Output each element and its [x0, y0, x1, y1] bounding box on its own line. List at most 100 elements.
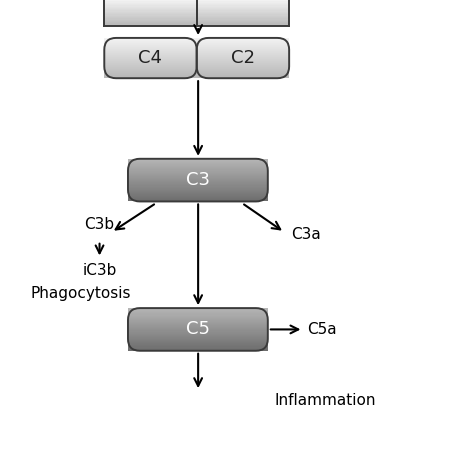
Bar [197, 68, 289, 69]
Bar [128, 334, 268, 335]
Bar [197, 73, 289, 74]
Bar [128, 175, 268, 176]
Bar [128, 333, 268, 334]
Bar [197, 45, 289, 46]
Bar [197, 12, 289, 13]
Bar [128, 193, 268, 194]
Bar [104, 40, 197, 41]
Bar [128, 328, 268, 329]
Bar [128, 179, 268, 180]
Bar [197, 22, 289, 24]
Bar [104, 53, 197, 54]
Bar [197, 54, 289, 55]
Bar [197, 53, 289, 54]
Bar [104, 19, 197, 21]
Bar [197, 10, 289, 12]
Bar [197, 69, 289, 70]
Bar [128, 332, 268, 333]
Bar [197, 0, 289, 1]
Bar [197, 70, 289, 71]
Text: C3b: C3b [84, 217, 115, 232]
Bar [128, 177, 268, 178]
Bar [128, 178, 268, 179]
Bar [128, 344, 268, 346]
Bar [128, 313, 268, 315]
Bar [104, 14, 197, 16]
Bar [197, 38, 289, 39]
Bar [128, 336, 268, 337]
Bar [104, 54, 197, 55]
Bar [104, 41, 197, 42]
Bar [128, 160, 268, 161]
Bar [128, 182, 268, 183]
Bar [128, 338, 268, 339]
Bar [104, 62, 197, 63]
Bar [104, 55, 197, 56]
Bar [197, 3, 289, 4]
Bar [128, 180, 268, 181]
Bar [128, 322, 268, 323]
Bar [104, 57, 197, 58]
Bar [128, 317, 268, 318]
Text: Phagocytosis: Phagocytosis [31, 286, 131, 301]
Text: iC3b: iC3b [82, 263, 117, 278]
Bar [128, 165, 268, 166]
Bar [197, 76, 289, 77]
Bar [128, 198, 268, 200]
Bar [104, 47, 197, 48]
Bar [104, 73, 197, 74]
Bar [197, 56, 289, 57]
Bar [104, 13, 197, 14]
Bar [104, 66, 197, 67]
Bar [197, 13, 289, 14]
Bar [128, 161, 268, 162]
Bar [128, 327, 268, 328]
Bar [104, 4, 197, 5]
Bar [197, 4, 289, 5]
Bar [197, 9, 289, 10]
Bar [104, 1, 197, 3]
Bar [128, 346, 268, 347]
Bar [197, 60, 289, 61]
Bar [197, 61, 289, 62]
Bar [104, 9, 197, 10]
Bar [104, 10, 197, 12]
Bar [128, 194, 268, 195]
Bar [197, 1, 289, 3]
Bar [128, 343, 268, 344]
Bar [128, 330, 268, 332]
Bar [104, 48, 197, 49]
Bar [128, 349, 268, 350]
Bar [128, 176, 268, 177]
Bar [197, 67, 289, 68]
Bar [128, 188, 268, 189]
Bar [104, 45, 197, 46]
Bar [128, 189, 268, 190]
Bar [104, 8, 197, 9]
Bar [128, 159, 268, 160]
Bar [128, 197, 268, 198]
Bar [197, 40, 289, 41]
Bar [104, 25, 197, 26]
Bar [128, 320, 268, 321]
Bar [104, 21, 197, 22]
Text: C5: C5 [186, 320, 210, 338]
Bar [128, 168, 268, 170]
Bar [197, 59, 289, 60]
Bar [104, 70, 197, 71]
Bar [104, 39, 197, 40]
Bar [197, 58, 289, 59]
Bar [104, 77, 197, 78]
Bar [128, 342, 268, 343]
Text: C3: C3 [186, 171, 210, 189]
Bar [128, 200, 268, 201]
Bar [197, 75, 289, 76]
Bar [128, 321, 268, 322]
Bar [128, 196, 268, 197]
Bar [128, 335, 268, 336]
Bar [197, 17, 289, 18]
Bar [128, 324, 268, 325]
Bar [128, 319, 268, 320]
Bar [128, 184, 268, 185]
Bar [197, 7, 289, 8]
